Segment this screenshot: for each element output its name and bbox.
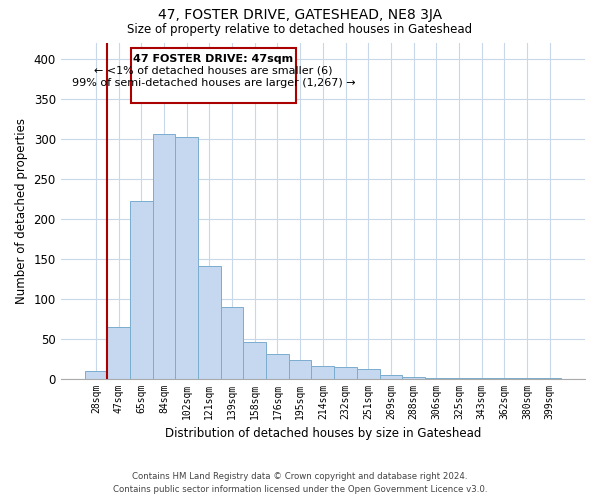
Text: Size of property relative to detached houses in Gateshead: Size of property relative to detached ho… — [127, 22, 473, 36]
Text: ← <1% of detached houses are smaller (6): ← <1% of detached houses are smaller (6) — [94, 66, 332, 76]
Bar — [266, 354, 289, 378]
Bar — [221, 306, 244, 378]
Bar — [107, 326, 130, 378]
Bar — [402, 377, 425, 378]
Bar — [289, 360, 311, 378]
Bar — [175, 137, 198, 378]
Bar — [357, 369, 380, 378]
Bar — [244, 342, 266, 378]
Bar — [380, 376, 402, 378]
Bar — [130, 201, 152, 378]
Text: Contains HM Land Registry data © Crown copyright and database right 2024.
Contai: Contains HM Land Registry data © Crown c… — [113, 472, 487, 494]
Bar — [334, 368, 357, 378]
Bar — [311, 366, 334, 378]
Y-axis label: Number of detached properties: Number of detached properties — [15, 118, 28, 304]
Text: 47 FOSTER DRIVE: 47sqm: 47 FOSTER DRIVE: 47sqm — [133, 54, 293, 64]
FancyBboxPatch shape — [131, 48, 296, 102]
Text: 99% of semi-detached houses are larger (1,267) →: 99% of semi-detached houses are larger (… — [71, 78, 355, 88]
Bar — [198, 266, 221, 378]
X-axis label: Distribution of detached houses by size in Gateshead: Distribution of detached houses by size … — [164, 427, 481, 440]
Bar — [152, 134, 175, 378]
Bar — [85, 370, 107, 378]
Text: 47, FOSTER DRIVE, GATESHEAD, NE8 3JA: 47, FOSTER DRIVE, GATESHEAD, NE8 3JA — [158, 8, 442, 22]
